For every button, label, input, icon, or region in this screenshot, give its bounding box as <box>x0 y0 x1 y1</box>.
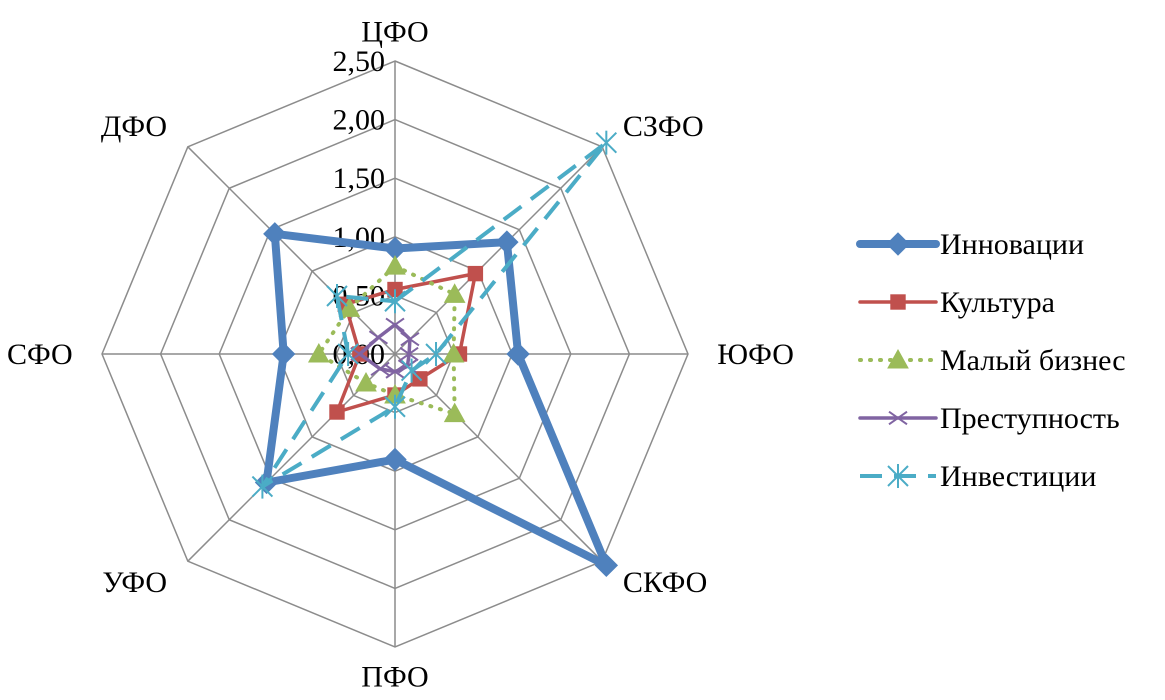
data-point <box>385 256 405 274</box>
legend-item: Преступность <box>860 402 1120 435</box>
legend-item: Культура <box>860 286 1055 319</box>
data-point <box>273 343 295 365</box>
data-point <box>596 131 616 155</box>
category-label: СЗФО <box>623 110 704 143</box>
radial-tick-label: 2,50 <box>333 45 386 78</box>
category-label: ПФО <box>361 660 428 693</box>
category-label: СКФО <box>623 566 707 599</box>
category-label: ДФО <box>101 110 167 143</box>
data-point <box>891 295 905 309</box>
legend-label: Инвестиции <box>940 460 1096 493</box>
legend-item: Малый бизнес <box>860 344 1126 377</box>
legend-label: Культура <box>940 286 1055 319</box>
legend-item: Инвестиции <box>860 460 1096 493</box>
data-point <box>330 405 344 419</box>
data-point <box>507 343 529 365</box>
category-label: СФО <box>7 338 73 371</box>
legend: Инновации Культура Малый бизнес Преступност… <box>860 228 1126 493</box>
legend-label: Малый бизнес <box>940 344 1126 377</box>
radial-tick-label: 1,50 <box>333 162 386 195</box>
data-point <box>309 344 329 362</box>
radial-tick-labels: 0,000,501,001,502,002,50 <box>333 45 386 371</box>
category-label: ЮФО <box>717 338 794 371</box>
legend-label: Инновации <box>940 228 1084 261</box>
legend-label: Преступность <box>940 402 1120 435</box>
radial-tick-label: 2,00 <box>333 104 386 137</box>
data-point <box>385 395 405 419</box>
data-point <box>402 359 422 383</box>
data-point <box>887 233 909 255</box>
category-label: УФО <box>102 566 167 599</box>
legend-item: Инновации <box>860 228 1084 261</box>
data-point <box>468 266 482 280</box>
category-label: ЦФО <box>361 16 428 49</box>
